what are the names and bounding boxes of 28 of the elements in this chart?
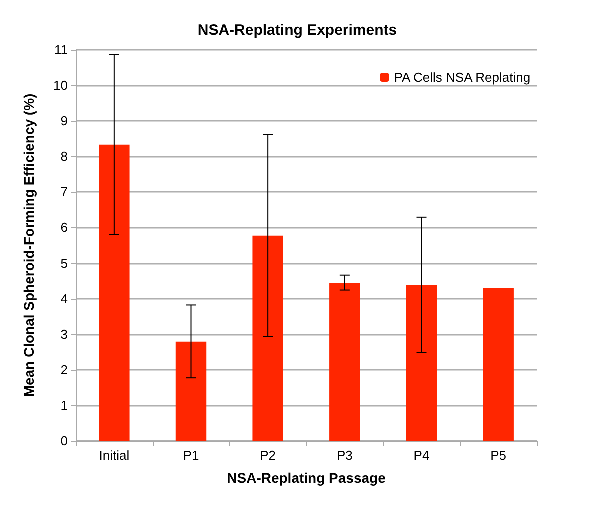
x-tick-label: P2: [260, 448, 276, 463]
chart-title: NSA-Replating Experiments: [198, 22, 398, 39]
x-tick-label: Initial: [99, 448, 130, 463]
y-tick-label: 4: [60, 291, 68, 306]
y-tick-label: 2: [60, 362, 68, 378]
y-tick-label: 8: [60, 149, 68, 164]
bar: [99, 144, 130, 441]
y-axis-title: Mean Clonal Spheroid-Forming Efficiency (%): [21, 94, 37, 398]
bar: [483, 288, 514, 441]
y-tick-label: 6: [60, 220, 68, 236]
y-tick-label: 0: [60, 434, 68, 448]
bar: [252, 236, 284, 441]
y-tick-label: 1: [60, 398, 68, 413]
y-tick-label: 7: [60, 184, 68, 200]
y-tick-label: 10: [54, 78, 68, 94]
legend-label: PA Cells NSA Replating: [394, 70, 531, 85]
y-tick-label: 11: [54, 42, 68, 58]
y-tick-label: 9: [60, 114, 68, 129]
y-tick-label: 5: [60, 256, 68, 271]
x-tick-label: P3: [336, 448, 353, 463]
bar: [406, 285, 438, 441]
bar: [330, 283, 360, 441]
x-axis-title: NSA-Replating Passage: [227, 470, 386, 486]
bar: [176, 342, 207, 441]
x-tick-label: P1: [183, 448, 200, 463]
y-tick-label: 3: [60, 326, 68, 342]
x-tick-label: P4: [414, 448, 430, 463]
x-tick-label: P5: [490, 448, 507, 463]
